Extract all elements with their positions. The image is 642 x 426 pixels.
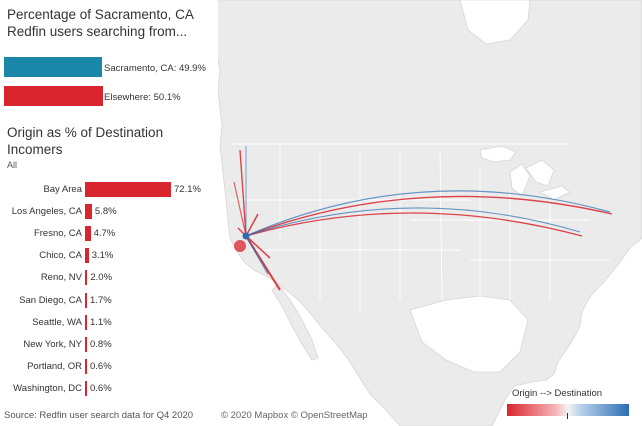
origin-row-bar[interactable] bbox=[85, 270, 88, 286]
flow-line[interactable] bbox=[245, 235, 269, 275]
origin-row-label: New York, NY bbox=[23, 338, 82, 350]
origin-row-bar[interactable] bbox=[85, 336, 87, 352]
origin-row-value: 1.1% bbox=[90, 316, 112, 328]
sacramento-marker[interactable] bbox=[242, 232, 250, 240]
legend-title: Origin --> Destination bbox=[512, 388, 603, 399]
origin-row-value: 72.1% bbox=[174, 184, 201, 195]
bay-area-marker[interactable] bbox=[234, 240, 246, 252]
gulf-of-mexico bbox=[409, 295, 529, 373]
origin-row-label: San Diego, CA bbox=[19, 294, 82, 306]
origin-row[interactable]: Bay Area 72.1% bbox=[0, 181, 218, 199]
origin-row-bar[interactable] bbox=[85, 380, 87, 396]
origin-row-label: Seattle, WA bbox=[32, 316, 82, 328]
source-note: Source: Redfin user search data for Q4 2… bbox=[4, 410, 194, 421]
origin-filter[interactable]: All bbox=[7, 160, 18, 170]
share-bar-elsewhere[interactable] bbox=[4, 86, 103, 106]
origin-row[interactable]: Los Angeles, CA 5.8% bbox=[0, 203, 218, 221]
origin-row-value: 3.1% bbox=[91, 250, 114, 262]
flow-line[interactable] bbox=[245, 190, 611, 237]
origin-row[interactable]: New York, NY 0.8% bbox=[0, 336, 218, 354]
origin-row-label: Bay Area bbox=[43, 184, 82, 195]
origin-row[interactable]: Fresno, CA 4.7% bbox=[0, 225, 218, 243]
flow-line[interactable] bbox=[245, 195, 613, 237]
legend-center-tick bbox=[567, 413, 568, 419]
hudson-bay bbox=[459, 0, 531, 45]
origin-row-label: Los Angeles, CA bbox=[11, 206, 82, 218]
origin-row-value: 0.6% bbox=[90, 382, 112, 394]
origin-row[interactable]: Reno, NV 2.0% bbox=[0, 269, 218, 287]
origin-row-label: Portland, OR bbox=[27, 360, 82, 372]
flow-map[interactable] bbox=[210, 0, 642, 426]
origin-row-label: Fresno, CA bbox=[33, 228, 82, 240]
origin-row-value: 5.8% bbox=[94, 206, 117, 218]
origin-row-value: 1.7% bbox=[90, 294, 112, 306]
share-label-sacramento: Sacramento, CA: 49.9% bbox=[104, 63, 206, 74]
share-bar-sacramento[interactable] bbox=[4, 57, 103, 77]
flow-line[interactable] bbox=[245, 207, 581, 237]
flow-line[interactable] bbox=[245, 213, 259, 237]
share-title: Percentage of Sacramento, CA Redfin user… bbox=[7, 7, 194, 39]
origin-row[interactable]: San Diego, CA 1.7% bbox=[0, 292, 218, 310]
baja-peninsula bbox=[271, 283, 319, 361]
origin-row-value: 4.7% bbox=[93, 228, 116, 240]
origin-row-bar[interactable] bbox=[85, 182, 171, 197]
origin-row-bar[interactable] bbox=[85, 204, 92, 220]
origin-row[interactable]: Seattle, WA 1.1% bbox=[0, 314, 218, 332]
origin-row-label: Chico, CA bbox=[39, 250, 82, 262]
flow-line[interactable] bbox=[233, 181, 247, 237]
legend-color-ramp bbox=[507, 404, 629, 416]
flow-line[interactable] bbox=[245, 235, 271, 259]
flow-lines bbox=[233, 146, 613, 291]
origin-row-bar[interactable] bbox=[85, 314, 87, 330]
flow-line[interactable] bbox=[245, 212, 583, 237]
origin-row-bar[interactable] bbox=[85, 292, 88, 308]
origin-title: Origin as % of Destination Incomers bbox=[7, 125, 164, 157]
origin-row-bar[interactable] bbox=[85, 248, 89, 264]
origin-row[interactable]: Chico, CA 3.1% bbox=[0, 247, 218, 265]
origin-row-value: 2.0% bbox=[90, 272, 113, 284]
origin-row[interactable]: Washington, DC 0.6% bbox=[0, 380, 218, 398]
origin-row-label: Washington, DC bbox=[13, 382, 82, 394]
origin-row-label: Reno, NV bbox=[40, 272, 82, 284]
origin-row-value: 0.6% bbox=[90, 360, 112, 372]
great-lakes bbox=[479, 145, 571, 201]
origin-row-value: 0.8% bbox=[90, 338, 112, 350]
flow-line[interactable] bbox=[239, 149, 247, 237]
left-panel: Percentage of Sacramento, CA Redfin user… bbox=[0, 0, 218, 426]
origin-row-bar[interactable] bbox=[85, 226, 91, 242]
map-credit: © 2020 Mapbox © OpenStreetMap bbox=[221, 410, 368, 421]
origin-row[interactable]: Portland, OR 0.6% bbox=[0, 358, 218, 376]
origin-row-bar[interactable] bbox=[85, 358, 87, 374]
share-label-elsewhere: Elsewhere: 50.1% bbox=[104, 92, 181, 103]
